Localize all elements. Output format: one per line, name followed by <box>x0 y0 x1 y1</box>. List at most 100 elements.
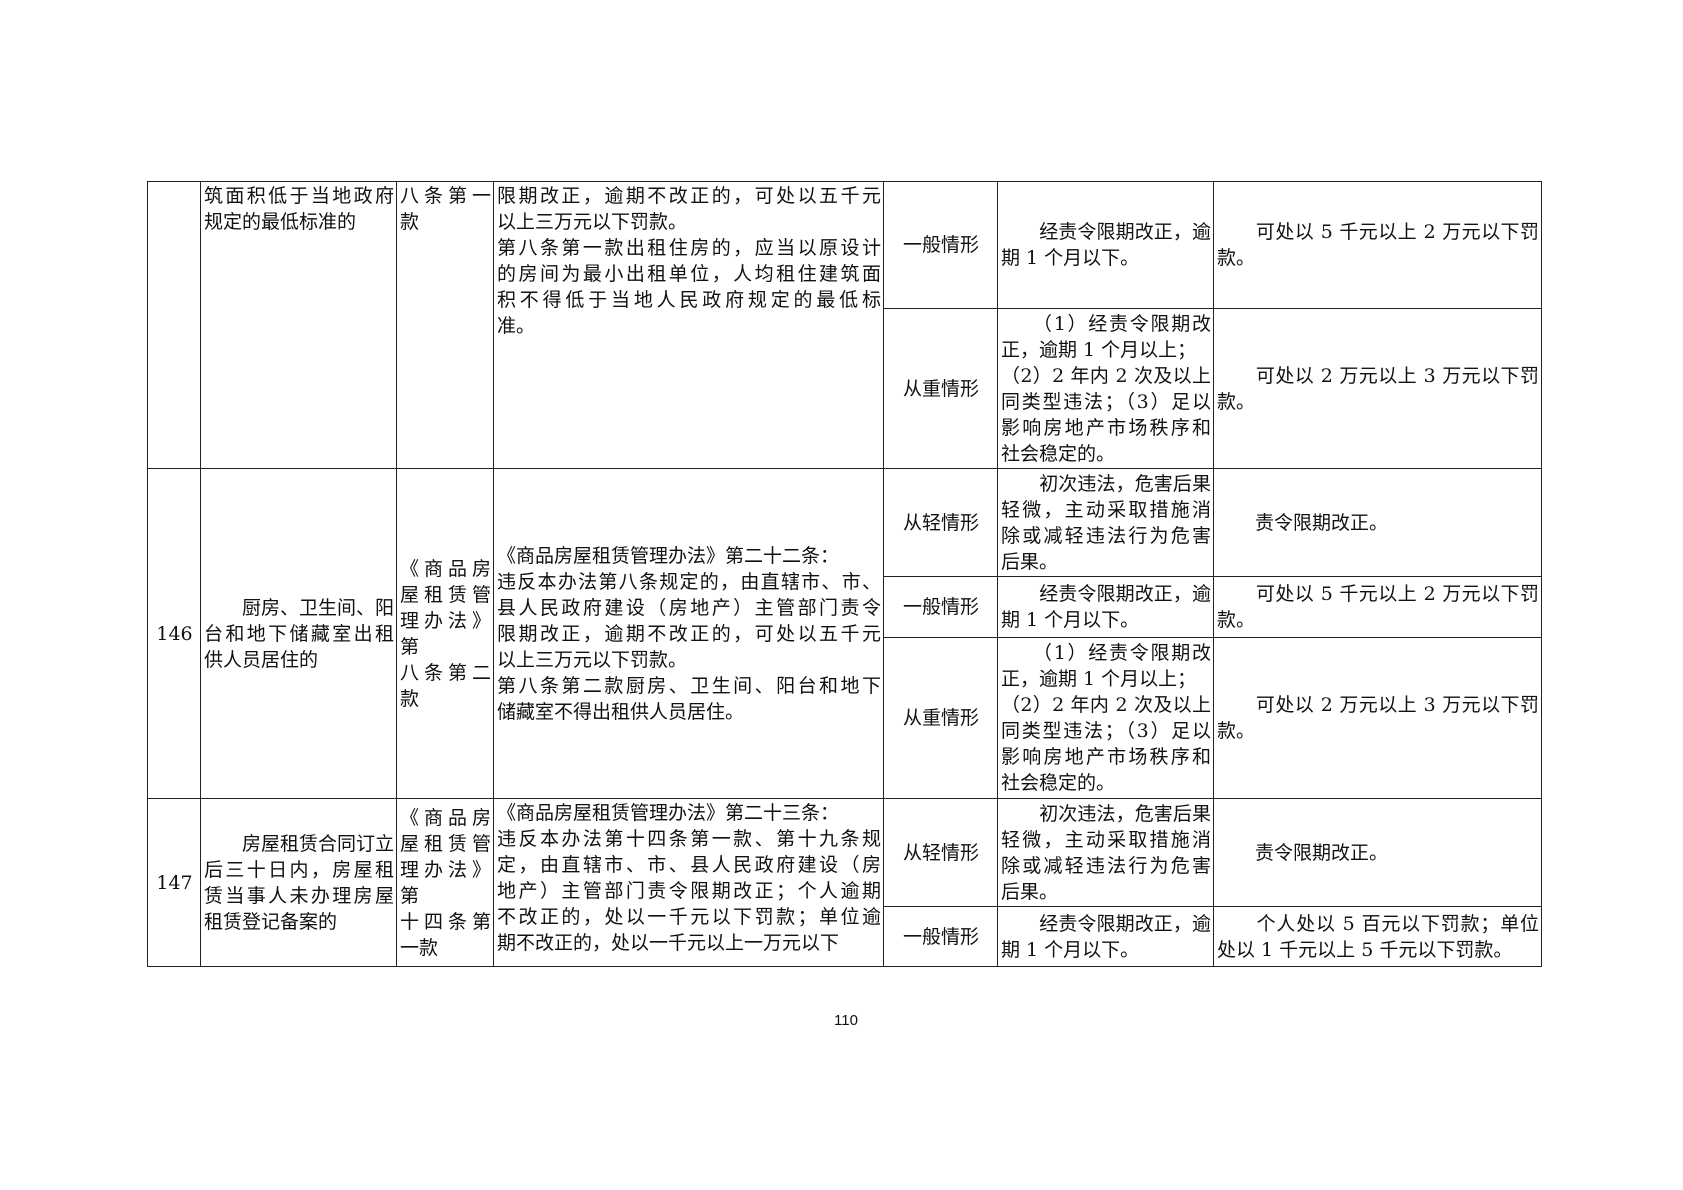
text-line: 后果。 <box>1001 880 1059 903</box>
text-line: 影响房地产市场秩序和 <box>1001 416 1211 439</box>
law-provision-cell: 《商品房屋租赁管理办法》第二十二条： 违反本办法第八条规定的，由直辖市、市、 县人民… <box>493 468 884 799</box>
text-line: （1）经责令限期改 <box>1001 312 1211 335</box>
penalty-standard-cell: 可处以 5 千元以上 2 万元以下罚 款。 <box>1213 576 1542 638</box>
applicable-facts-cell: 经责令限期改正，逾期 1 个月以下。 <box>997 576 1214 638</box>
text-line: 租赁登记备案的 <box>204 910 338 933</box>
text-line: 积不得低于当地人民政府规定的最低标 <box>497 289 881 311</box>
text-line: 以上三万元以下罚款。 <box>497 648 688 671</box>
applicable-facts-cell: （1）经责令限期改 正，逾期 1 个月以上； （2）2 年内 2 次及以上 同类型违法… <box>997 637 1214 799</box>
text-line: 的房间为最小出租单位，人均租住建筑面 <box>497 263 881 285</box>
text-line: 一款 <box>400 936 439 959</box>
text-line: 厨房、卫生间、阳 <box>204 596 395 619</box>
text-line: 正，逾期 1 个月以上； <box>1001 338 1197 361</box>
text-line: 屋租赁管 <box>400 832 491 855</box>
text-line: 可处以 2 万元以上 3 万元以下罚 <box>1217 364 1539 387</box>
text-line: 初次违法，危害后果 <box>1001 472 1211 495</box>
text-line: 期 1 个月以下。 <box>1001 247 1140 269</box>
text-line: 期 1 个月以下。 <box>1001 609 1140 631</box>
text-line: 从轻情形 <box>902 511 979 534</box>
text-line: 违反本办法第八条规定的，由直辖市、市、 <box>497 570 881 593</box>
text-line: 台和地下储藏室出租 <box>204 622 394 645</box>
serial-number: 147 <box>156 871 193 894</box>
law-provision-cell: 《商品房屋租赁管理办法》第二十三条： 违反本办法第十四条第一款、第十九条规 定，由直… <box>493 798 884 967</box>
text-line: 规定的最低标准的 <box>204 211 357 233</box>
circumstance-level-cell: 从重情形 <box>883 637 998 799</box>
text-line: 八条第一 <box>400 185 491 207</box>
text-line: 八条第二 <box>400 661 491 684</box>
applicable-facts-cell: 经责令限期改正，逾期 1 个月以下。 <box>997 181 1214 309</box>
text-line: 《商品房屋租赁管理办法》第二十三条： <box>497 802 840 824</box>
text-line: 经责令限期改正，逾 <box>1001 583 1211 605</box>
applicable-facts-cell: （1）经责令限期改 正，逾期 1 个月以上； （2）2 年内 2 次及以上 同类型违法… <box>997 308 1214 469</box>
legal-basis-cell: 《商品房屋租赁管理办法》第十四条第一款 <box>396 798 494 967</box>
text-line: 初次违法，危害后果 <box>1001 802 1211 825</box>
text-line: 违反本办法第十四条第一款、第十九条规 <box>497 828 881 850</box>
legal-basis-cell: 《商品房 屋租赁管 理办法》第 八条第二款 <box>396 468 494 799</box>
text-line: 从重情形 <box>902 707 979 729</box>
serial-number-cell: 146 <box>147 468 201 799</box>
text-line: 款。 <box>1217 247 1256 269</box>
circumstance-level-cell: 从重情形 <box>883 308 998 469</box>
text-line: 经责令限期改正，逾 <box>1001 912 1211 935</box>
text-line: 责令限期改正。 <box>1217 841 1389 864</box>
text-line: 以上三万元以下罚款。 <box>497 211 688 233</box>
text-line: 限期改正，逾期不改正的，可处以五千元 <box>497 622 881 645</box>
violation-item-cell: 厨房、卫生间、阳 台和地下储藏室出租 供人员居住的 <box>200 468 397 799</box>
text-line: 后三十日内，房屋租 <box>204 858 394 881</box>
text-line: 款 <box>400 211 420 233</box>
text-line: （2）2 年内 2 次及以上 <box>1001 364 1211 387</box>
text-line: 《商品房屋租赁管理办法》第二十二条： <box>497 544 840 567</box>
text-line: 一般情形 <box>902 234 979 256</box>
text-line: 从重情形 <box>902 377 979 400</box>
text-line: 房屋租赁合同订立 <box>204 832 395 855</box>
text-line: 款。 <box>1217 720 1256 742</box>
text-line: 社会稳定的。 <box>1001 442 1116 465</box>
penalty-standard-cell: 责令限期改正。 <box>1213 798 1542 907</box>
penalty-standard-cell: 可处以 2 万元以上 3 万元以下罚 款。 <box>1213 637 1542 799</box>
text-line: 储藏室不得出租供人员居住。 <box>497 700 745 723</box>
text-line: 一般情形 <box>902 596 979 618</box>
text-line: 县人民政府建设（房地产）主管部门责令 <box>497 596 881 619</box>
penalty-standard-cell: 可处以 5 千元以上 2 万元以下罚 款。 <box>1213 181 1542 309</box>
text-line: 个人处以 5 百元以下罚款；单位 <box>1217 912 1539 935</box>
text-line: 可处以 2 万元以上 3 万元以下罚 <box>1217 694 1539 716</box>
applicable-facts-cell: 初次违法，危害后果 轻微，主动采取措施消 除或减轻违法行为危害 后果。 <box>997 798 1214 907</box>
text-line: （2）2 年内 2 次及以上 <box>1001 694 1211 716</box>
text-line: 社会稳定的。 <box>1001 772 1116 794</box>
text-line: 款 <box>400 687 420 710</box>
text-line: 十四条第 <box>400 910 491 933</box>
text-line: 筑面积低于当地政府 <box>204 185 394 207</box>
law-provision-cell: 限期改正，逾期不改正的，可处以五千元 以上三万元以下罚款。第八条第一款出租住房的，… <box>493 181 884 469</box>
text-line: 同类型违法；（3）足以 <box>1001 390 1211 413</box>
circumstance-level-cell: 从轻情形 <box>883 798 998 907</box>
text-line: （1）经责令限期改 <box>1001 642 1211 664</box>
serial-number: 146 <box>156 622 193 645</box>
text-line: 理办法》第 <box>400 609 491 658</box>
text-line: 理办法》第 <box>400 858 491 907</box>
text-line: 限期改正，逾期不改正的，可处以五千元 <box>497 185 881 207</box>
text-line: 赁当事人未办理房屋 <box>204 884 394 907</box>
text-line: 除或减轻违法行为危害 <box>1001 524 1211 547</box>
text-line: 影响房地产市场秩序和 <box>1001 746 1211 768</box>
text-line: 经责令限期改正，逾 <box>1001 221 1211 243</box>
serial-number-cell: 147 <box>147 798 201 967</box>
applicable-facts-cell: 经责令限期改正，逾期 1 个月以下。 <box>997 906 1214 967</box>
violation-item-cell: 筑面积低于当地政府 规定的最低标准的 <box>200 181 397 469</box>
circumstance-level-cell: 一般情形 <box>883 181 998 309</box>
text-line: 供人员居住的 <box>204 648 319 671</box>
text-line: 屋租赁管 <box>400 583 491 606</box>
text-line: 期 1 个月以下。 <box>1001 938 1140 961</box>
penalty-standard-cell: 责令限期改正。 <box>1213 468 1542 577</box>
text-line: 第八条第二款厨房、卫生间、阳台和地下 <box>497 674 881 697</box>
violation-item-cell: 房屋租赁合同订立 后三十日内，房屋租 赁当事人未办理房屋 租赁登记备案的 <box>200 798 397 967</box>
text-line: 可处以 5 千元以上 2 万元以下罚 <box>1217 583 1539 605</box>
text-line: 处以 1 千元以上 5 千元以下罚款。 <box>1217 938 1513 961</box>
text-line: 轻微，主动采取措施消 <box>1001 498 1211 521</box>
text-line: 第八条第一款出租住房的，应当以原设计 <box>497 237 881 259</box>
circumstance-level-cell: 从轻情形 <box>883 468 998 577</box>
text-line: 地产）主管部门责令限期改正；个人逾期 <box>497 880 881 902</box>
page-number: 110 <box>834 1012 858 1029</box>
penalty-standard-cell: 个人处以 5 百元以下罚款；单位 处以 1 千元以上 5 千元以下罚款。 <box>1213 906 1542 967</box>
text-line: 《商品房 <box>400 806 491 829</box>
serial-number-cell <box>147 181 201 469</box>
